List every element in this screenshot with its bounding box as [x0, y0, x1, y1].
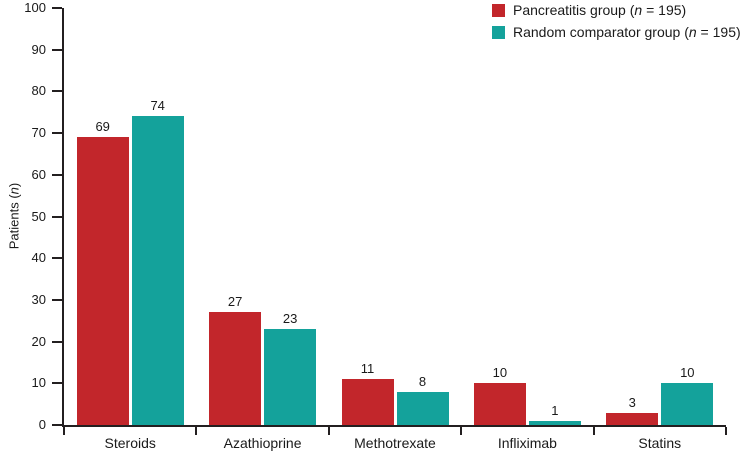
legend-label: Pancreatitis group (n = 195)	[513, 2, 686, 18]
y-tick	[52, 7, 62, 9]
y-tick	[52, 257, 62, 260]
bar-value-label: 74	[150, 98, 165, 114]
bar-value-label: 23	[282, 311, 298, 327]
legend-label-n: n	[634, 2, 643, 18]
bar-azathioprine-series1	[264, 329, 317, 425]
y-tick	[52, 340, 62, 343]
y-tick	[52, 424, 62, 426]
bar-methotrexate-series0	[341, 379, 394, 425]
bar-infliximab-series1	[528, 420, 581, 425]
y-tick	[52, 48, 62, 51]
category-label: Statins	[638, 435, 682, 451]
y-tick-label: 40	[31, 250, 46, 266]
category-label: Infliximab	[497, 435, 557, 451]
y-tick	[52, 298, 62, 301]
legend-label-n: n	[688, 24, 697, 40]
bar-methotrexate-series1	[396, 391, 449, 425]
plot-area: 0 10 20 30 40 50 60 70 80 90 100 Steroids Azathiopri…	[24, 0, 727, 451]
bar-azathioprine-series0	[209, 312, 262, 425]
y-tick-label: 20	[31, 333, 46, 349]
y-tick	[52, 382, 62, 385]
x-tick	[195, 427, 198, 435]
y-tick	[52, 215, 62, 218]
y-tick-label: 0	[38, 417, 46, 432]
bar-value-label: 10	[680, 365, 695, 381]
bar-value-label: 1	[551, 402, 559, 418]
y-tick	[52, 90, 62, 93]
y-tick	[52, 173, 62, 176]
legend-swatch	[492, 25, 505, 39]
bar-value-label: 8	[418, 373, 427, 389]
legend: Pancreatitis group (n = 195) Random comp…	[492, 2, 741, 46]
bar-steroids-series0	[76, 137, 129, 425]
category-label: Azathioprine	[223, 435, 302, 451]
legend-label-suffix: = 195)	[642, 2, 687, 18]
x-tick	[592, 427, 595, 435]
legend-label-prefix: Random comparator group (	[513, 24, 689, 40]
legend-swatch	[492, 3, 505, 17]
y-tick-label: 100	[24, 0, 46, 15]
bar-statins-series1	[661, 383, 714, 425]
bar-value-label: 3	[628, 394, 636, 410]
x-tick	[725, 427, 727, 435]
y-axis-title-suffix: )	[6, 182, 22, 188]
category-label: Steroids	[104, 435, 156, 451]
category-label: Methotrexate	[354, 435, 436, 451]
y-tick-label: 60	[31, 166, 46, 182]
legend-item-comparator: Random comparator group (n = 195)	[492, 24, 741, 40]
bar-value-label: 27	[227, 294, 243, 310]
x-tick	[63, 427, 65, 435]
legend-item-pancreatitis: Pancreatitis group (n = 195)	[492, 2, 741, 18]
y-tick-label: 80	[31, 83, 46, 99]
legend-label-prefix: Pancreatitis group (	[513, 2, 635, 18]
x-tick	[327, 427, 330, 435]
y-tick	[52, 132, 62, 135]
y-axis-title-n: n	[6, 187, 22, 195]
y-tick-label: 50	[31, 208, 46, 224]
y-tick-label: 30	[31, 291, 46, 307]
y-tick-label: 70	[31, 125, 46, 141]
y-tick-label: 90	[31, 41, 46, 57]
bar-infliximab-series0	[473, 383, 526, 425]
legend-label-suffix: = 195)	[696, 24, 741, 40]
legend-label: Random comparator group (n = 195)	[513, 24, 741, 40]
y-tick-label: 10	[31, 375, 46, 391]
bar-statins-series0	[606, 412, 659, 425]
x-tick	[460, 427, 463, 435]
bar-value-label: 69	[95, 119, 110, 135]
bar-value-label: 10	[492, 365, 508, 381]
bar-value-label: 11	[360, 361, 375, 377]
bar-steroids-series1	[131, 116, 184, 425]
